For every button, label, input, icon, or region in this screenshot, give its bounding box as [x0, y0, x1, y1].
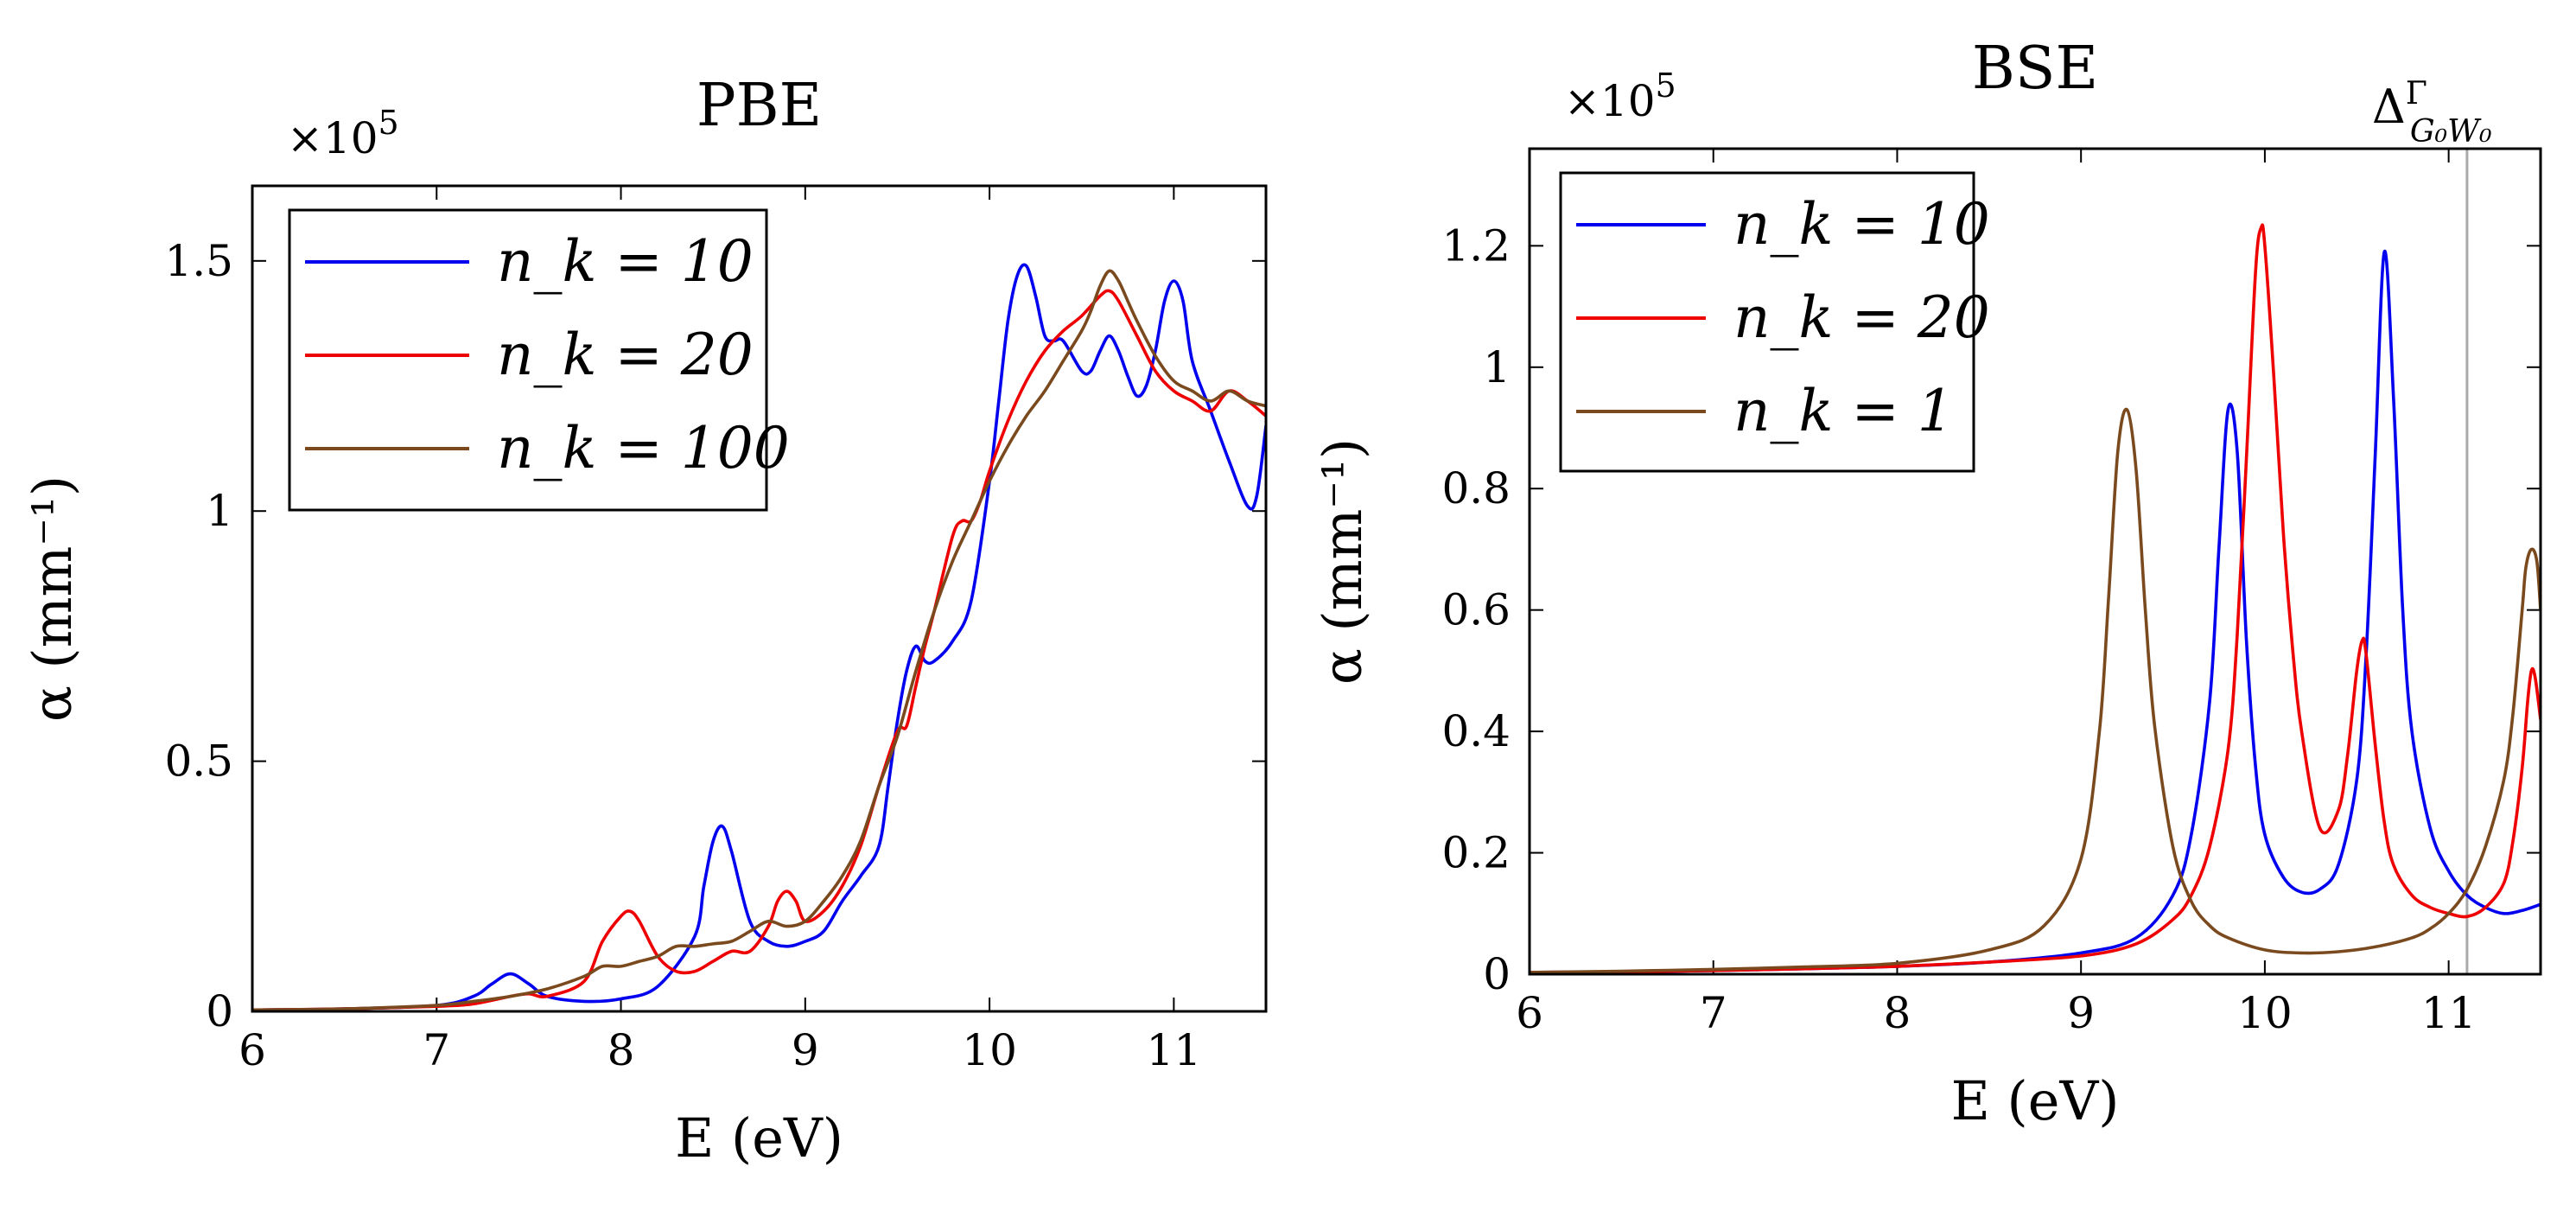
- chart-panel-bse: BSE ×105 6 7 8 9 10 11 0 0.2 0.4 0.6 0.8 1 1.2 ΔΓ G₀W₀ n_…: [1311, 35, 2542, 1132]
- plot-frame: [251, 184, 1268, 1013]
- y-axis-label: α (mm⁻¹): [21, 475, 84, 722]
- x-tick-label: 7: [1700, 988, 1727, 1038]
- x-tick-label: 6: [1516, 988, 1543, 1038]
- x-axis-label: E (eV): [1951, 1069, 2120, 1132]
- series-group: [252, 263, 1266, 1011]
- x-tick-label: 8: [1884, 988, 1911, 1038]
- x-tick-label: 9: [2067, 988, 2095, 1038]
- y-tick-label: 0: [1483, 949, 1511, 999]
- legend: n_k = 10 n_k = 20 n_k = 1: [1559, 171, 1990, 473]
- x-tick-label: 6: [239, 1025, 266, 1075]
- y-multiplier: ×105: [1564, 67, 1676, 126]
- legend-entry: n_k = 20: [497, 322, 754, 388]
- legend-box: [1559, 171, 1975, 473]
- y-multiplier: ×105: [287, 104, 399, 163]
- legend-entry: n_k = 100: [497, 415, 790, 481]
- legend-entry: n_k = 10: [1733, 191, 1990, 258]
- legend-entry: n_k = 10: [497, 228, 754, 295]
- legend-entry: n_k = 20: [1733, 284, 1990, 351]
- x-tick-label: 10: [2237, 988, 2293, 1038]
- plot-frame: [1528, 147, 2542, 976]
- x-tick-label: 9: [792, 1025, 819, 1075]
- y-tick-label: 1: [1483, 342, 1511, 392]
- x-tick-label: 10: [962, 1025, 1017, 1075]
- legend: n_k = 10 n_k = 20 n_k = 100: [288, 208, 790, 512]
- y-axis-label: α (mm⁻¹): [1311, 438, 1374, 685]
- legend-entry: n_k = 1: [1733, 378, 1954, 444]
- y-tick-label: 1.5: [164, 236, 233, 286]
- series-line-nk10: [1530, 249, 2541, 974]
- x-tick-label: 8: [607, 1025, 635, 1075]
- y-tick-label: 0.8: [1441, 463, 1511, 513]
- x-tick-label: 7: [423, 1025, 450, 1075]
- series-line-nk1: [1530, 407, 2541, 974]
- legend-box: [288, 208, 768, 512]
- y-tick-label: 0.2: [1441, 828, 1511, 878]
- series-line-nk10: [252, 263, 1266, 1011]
- y-tick-label: 1: [206, 486, 233, 536]
- y-tick-label: 0.6: [1441, 585, 1511, 635]
- series-line-nk100: [252, 269, 1266, 1011]
- x-axis-label: E (eV): [675, 1106, 843, 1170]
- series-line-nk20: [1530, 223, 2541, 974]
- gap-annotation-label: ΔΓ G₀W₀: [2372, 76, 2492, 150]
- y-tick-label: 0.5: [164, 736, 233, 787]
- chart-title: PBE: [696, 72, 822, 140]
- y-tick-label: 0.4: [1441, 706, 1511, 756]
- y-tick-label: 0: [206, 986, 233, 1036]
- x-tick-label: 11: [1147, 1025, 1202, 1075]
- x-tick-label: 11: [2421, 988, 2477, 1038]
- y-tick-label: 1.2: [1441, 220, 1511, 271]
- series-group: [1530, 223, 2541, 974]
- chart-title: BSE: [1972, 35, 2098, 103]
